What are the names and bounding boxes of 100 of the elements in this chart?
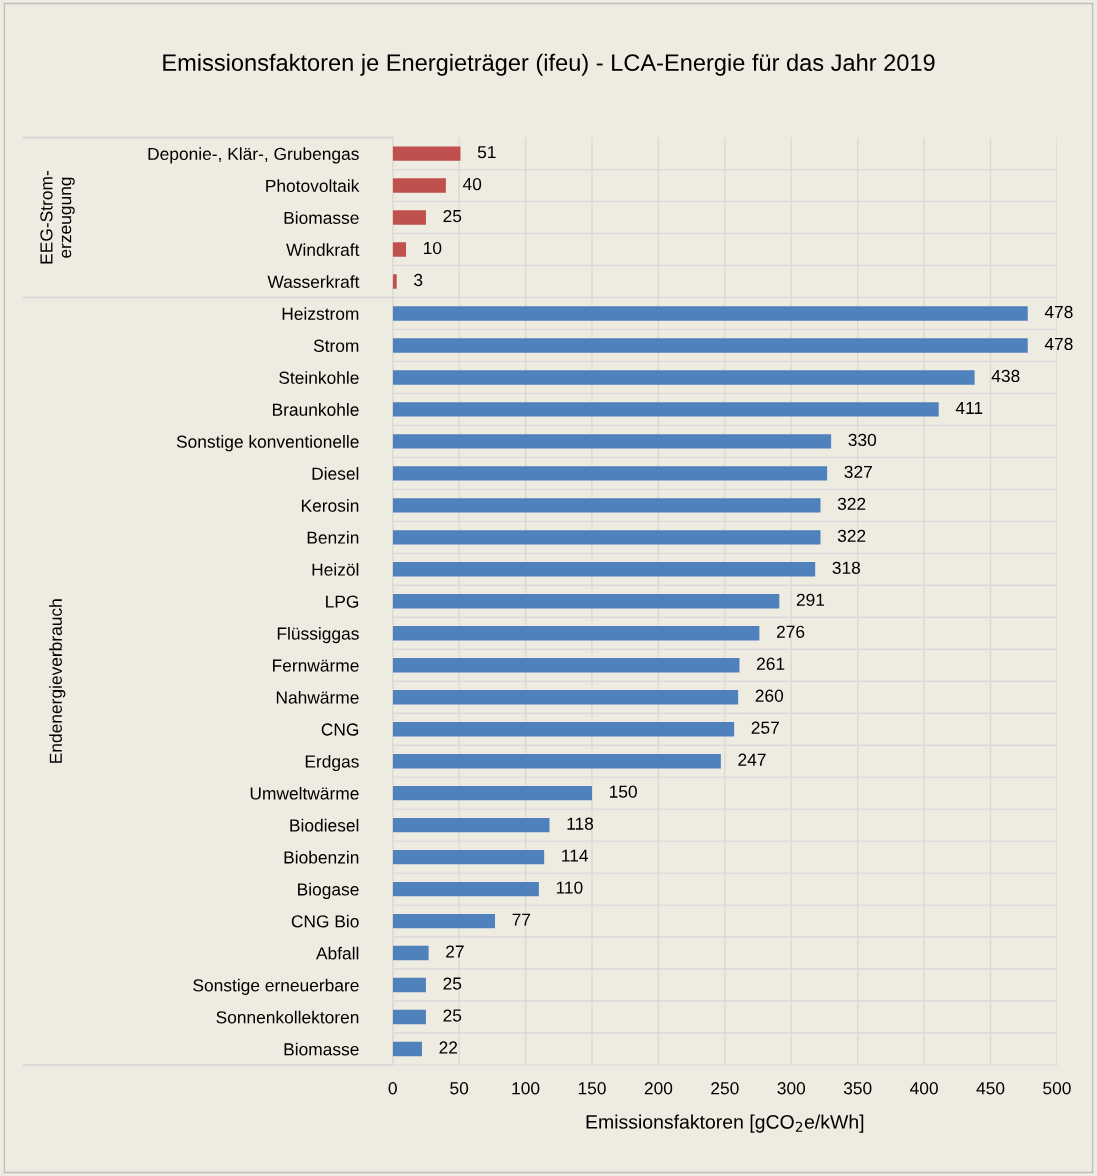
y-tick-label: Braunkohle bbox=[272, 403, 359, 416]
bar bbox=[392, 881, 539, 897]
y-tick-label: Erdgas bbox=[305, 754, 359, 772]
y-tick-label: Biodiesel bbox=[290, 818, 359, 832]
data-label: 114 bbox=[562, 849, 589, 862]
bar bbox=[392, 658, 740, 673]
bar bbox=[392, 466, 828, 481]
x-tick-label: 100 bbox=[512, 1082, 540, 1095]
x-tick-label: 400 bbox=[910, 1082, 938, 1095]
data-label: 478 bbox=[1044, 337, 1073, 351]
y-tick-label: Deponie-, Klär-, Grubengas bbox=[148, 147, 359, 164]
bar bbox=[392, 530, 821, 545]
data-label: 40 bbox=[462, 177, 482, 191]
y-tick-label: Benzin bbox=[307, 531, 359, 544]
y-tick-label: Fernwärme bbox=[273, 659, 359, 672]
data-label: 25 bbox=[443, 1009, 462, 1022]
text: Endenergieverbrauch bbox=[49, 599, 66, 763]
bar bbox=[392, 817, 550, 833]
bar bbox=[392, 274, 397, 289]
data-label: 51 bbox=[477, 146, 496, 159]
data-label: 3 bbox=[414, 273, 423, 287]
bar bbox=[392, 562, 816, 577]
bar bbox=[392, 722, 735, 737]
y-tick-label: Biomasse bbox=[284, 1042, 359, 1056]
y-tick-label: Umweltwärme bbox=[250, 786, 359, 800]
y-tick-label: Heizstrom bbox=[282, 307, 359, 320]
bar bbox=[392, 1009, 426, 1025]
bar bbox=[392, 370, 975, 385]
y-tick-label: Flüssiggas bbox=[277, 626, 359, 644]
y-tick-label: Windkraft bbox=[286, 243, 360, 256]
data-label: 322 bbox=[837, 497, 866, 511]
bar bbox=[392, 498, 821, 513]
data-label: 77 bbox=[512, 913, 531, 926]
data-label: 25 bbox=[443, 977, 462, 990]
x-tick-label: 250 bbox=[711, 1082, 739, 1095]
bar bbox=[392, 753, 721, 769]
y-tick-label: Photovoltaik bbox=[266, 179, 360, 193]
data-label: 110 bbox=[556, 881, 583, 894]
x-axis-title: Emissionsfaktoren [gCO$_{2}$e/kWh] bbox=[586, 1114, 864, 1133]
data-label: 150 bbox=[609, 785, 637, 798]
bar bbox=[392, 402, 939, 417]
bar bbox=[392, 913, 496, 929]
y-tick-label: Biomasse bbox=[284, 211, 359, 224]
y-tick-label: Kerosin bbox=[301, 499, 359, 512]
data-label: 327 bbox=[844, 465, 872, 479]
data-label: 322 bbox=[837, 529, 866, 542]
data-label: 318 bbox=[832, 561, 861, 574]
y-tick-label: Biogase bbox=[298, 882, 359, 899]
data-label: 118 bbox=[567, 817, 594, 830]
bar bbox=[392, 242, 407, 257]
x-tick-label: 500 bbox=[1043, 1082, 1071, 1095]
y-tick-label: Diesel bbox=[312, 467, 359, 480]
data-label: 257 bbox=[751, 721, 779, 734]
bar bbox=[392, 849, 545, 865]
x-tick-label: 150 bbox=[578, 1082, 606, 1095]
bar bbox=[392, 210, 426, 225]
bar bbox=[392, 690, 739, 705]
y-tick-label: Wasserkraft bbox=[267, 275, 360, 288]
data-label: 291 bbox=[796, 593, 825, 606]
y-tick-label: Heizöl bbox=[312, 563, 359, 576]
data-label: 261 bbox=[757, 657, 785, 670]
data-label: 411 bbox=[955, 401, 983, 414]
y-tick-label: Biobenzin bbox=[284, 850, 359, 864]
bar bbox=[392, 146, 461, 161]
x-tick-label: 50 bbox=[450, 1082, 469, 1095]
bar bbox=[392, 178, 446, 193]
y-tick-label: Abfall bbox=[316, 946, 359, 960]
x-tick-label: 350 bbox=[843, 1082, 872, 1095]
y-tick-label: CNG bbox=[321, 723, 359, 736]
y-tick-label: LPG bbox=[326, 595, 359, 608]
bar bbox=[392, 1041, 422, 1057]
bar bbox=[392, 338, 1028, 353]
data-label: 27 bbox=[446, 945, 464, 958]
data-label: 260 bbox=[755, 689, 784, 702]
data-label: 22 bbox=[439, 1041, 458, 1054]
data-label: 276 bbox=[776, 625, 805, 638]
bar bbox=[392, 626, 760, 641]
data-label: 330 bbox=[848, 433, 877, 447]
y-tick-label: Nahwärme bbox=[276, 690, 359, 704]
bar bbox=[392, 306, 1028, 321]
data-label: 438 bbox=[991, 369, 1020, 383]
data-label: 10 bbox=[424, 241, 442, 255]
y-tick-label: Sonstige erneuerbare bbox=[193, 978, 359, 995]
y-tick-label: CNG Bio bbox=[291, 914, 359, 928]
data-label: 478 bbox=[1044, 305, 1073, 319]
x-tick-label: 300 bbox=[777, 1082, 806, 1095]
x-tick-label: 0 bbox=[388, 1082, 397, 1095]
chart-title: Emissionsfaktoren je Energieträger (ifeu) - LCA-Energie für das Jahr 2019 bbox=[163, 53, 935, 76]
data-label: 247 bbox=[738, 753, 766, 766]
bar bbox=[392, 434, 832, 449]
x-tick-label: 200 bbox=[644, 1082, 673, 1095]
bar bbox=[392, 977, 426, 993]
y-tick-label: Sonnenkollektoren bbox=[216, 1010, 359, 1024]
bar bbox=[392, 785, 592, 801]
text: EEG-Strom- erzeugung bbox=[40, 171, 75, 264]
x-tick-label: 450 bbox=[976, 1082, 1005, 1095]
bar bbox=[392, 945, 429, 961]
y-tick-label: Strom bbox=[313, 339, 359, 352]
bar bbox=[392, 594, 780, 609]
y-tick-label: Steinkohle bbox=[279, 371, 359, 384]
